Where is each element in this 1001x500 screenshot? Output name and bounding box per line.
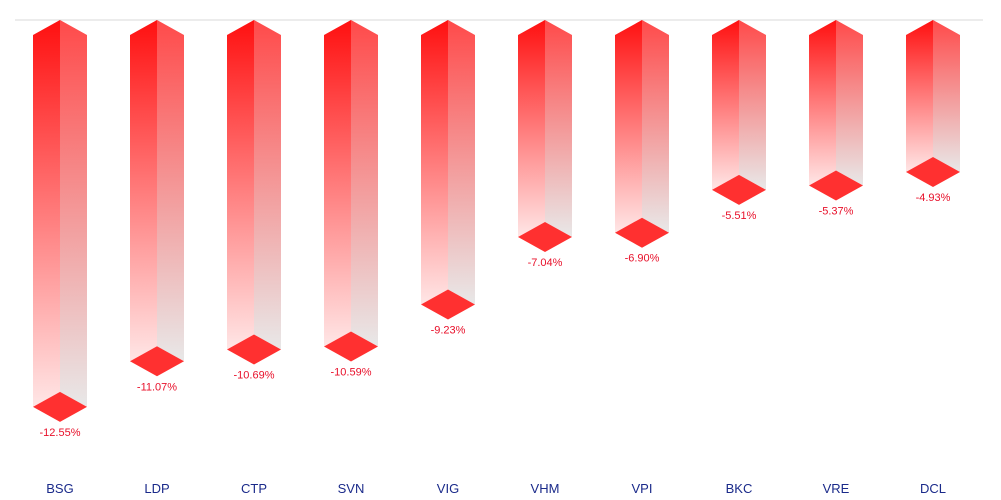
category-label: BSG	[46, 481, 73, 496]
bar-side-face	[545, 20, 572, 238]
bar-end-cap	[809, 170, 863, 201]
bar-ldp	[130, 20, 184, 377]
bar-end-cap	[130, 346, 184, 377]
bar-end-cap	[518, 222, 572, 253]
bar-ctp	[227, 20, 281, 365]
category-label: VHM	[531, 481, 560, 496]
bar-front-face	[518, 20, 545, 238]
bar-side-face	[642, 20, 669, 233]
bar-side-face	[157, 20, 184, 362]
bar-end-cap	[33, 391, 87, 422]
value-label: -11.07%	[137, 381, 177, 393]
category-label: CTP	[241, 481, 267, 496]
category-label: DCL	[920, 481, 946, 496]
value-label: -4.93%	[916, 192, 951, 204]
bars-group	[33, 20, 960, 422]
category-label: LDP	[144, 481, 169, 496]
bar-front-face	[421, 20, 448, 305]
value-labels-group: -12.55% -11.07% -10.69% -10.59% -9.23% -7.04%…	[40, 192, 951, 439]
category-label: VPI	[632, 481, 653, 496]
value-label: -10.69%	[234, 370, 275, 382]
bar-end-cap	[906, 156, 960, 187]
category-label: VRE	[823, 481, 850, 496]
bar-end-cap	[615, 217, 669, 248]
value-label: -9.23%	[431, 325, 466, 337]
bar-bsg	[33, 20, 87, 422]
bar-end-cap	[227, 334, 281, 365]
category-labels-group: BSG LDP CTP SVN VIG VHM VPI BKC VRE DCL	[46, 481, 946, 496]
bar-end-cap	[324, 331, 378, 362]
value-label: -12.55%	[40, 427, 81, 439]
bar-front-face	[712, 20, 739, 190]
bar-side-face	[448, 20, 475, 305]
bar-dcl	[906, 20, 960, 187]
bar-front-face	[615, 20, 642, 233]
category-label: VIG	[437, 481, 459, 496]
bar-svn	[324, 20, 378, 362]
value-label: -6.90%	[625, 253, 660, 265]
bar-side-face	[933, 20, 960, 172]
value-label: -10.59%	[331, 366, 372, 378]
category-label: BKC	[726, 481, 753, 496]
category-label: SVN	[338, 481, 365, 496]
bar-side-face	[60, 20, 87, 407]
bar-front-face	[809, 20, 836, 186]
bar-vig	[421, 20, 475, 320]
value-label: -5.51%	[722, 210, 757, 222]
bar-end-cap	[712, 174, 766, 205]
value-label: -5.37%	[819, 206, 854, 218]
bar-side-face	[836, 20, 863, 186]
bar-front-face	[906, 20, 933, 172]
bar-end-cap	[421, 289, 475, 320]
bar-bkc	[712, 20, 766, 205]
bar-side-face	[254, 20, 281, 350]
bar-side-face	[739, 20, 766, 190]
bar-front-face	[227, 20, 254, 350]
value-label: -7.04%	[528, 257, 563, 269]
bar-front-face	[324, 20, 351, 347]
bar-side-face	[351, 20, 378, 347]
bar-front-face	[33, 20, 60, 407]
bar-front-face	[130, 20, 157, 362]
bar-vpi	[615, 20, 669, 248]
bar-vhm	[518, 20, 572, 253]
bar-vre	[809, 20, 863, 201]
